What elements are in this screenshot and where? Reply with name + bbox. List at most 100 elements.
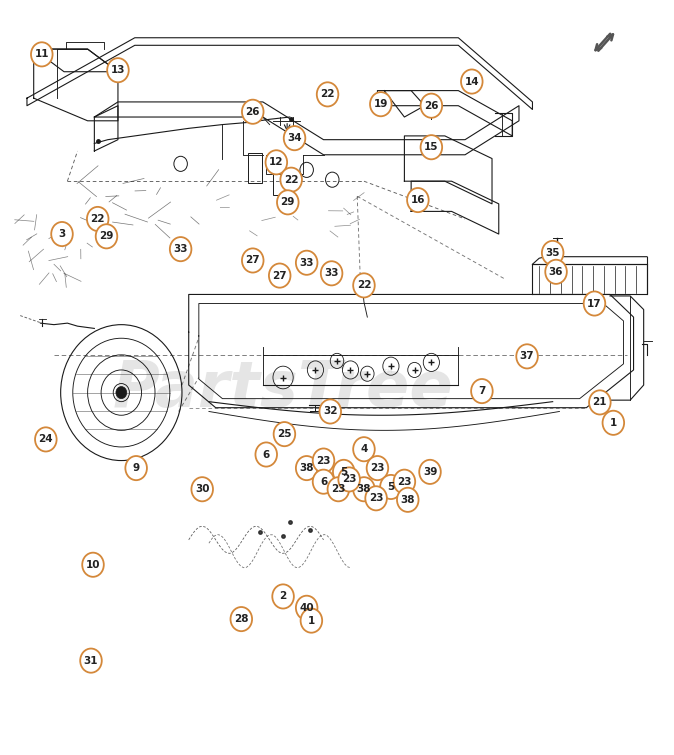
- Text: 36: 36: [549, 267, 563, 277]
- Circle shape: [319, 399, 341, 424]
- Text: 4: 4: [361, 444, 367, 455]
- Circle shape: [296, 456, 317, 480]
- Text: 17: 17: [587, 298, 602, 309]
- Circle shape: [35, 427, 57, 451]
- Circle shape: [353, 477, 375, 501]
- Circle shape: [419, 460, 441, 484]
- Circle shape: [461, 69, 483, 94]
- Text: 12: 12: [269, 157, 284, 168]
- Text: 23: 23: [316, 455, 331, 466]
- Text: 23: 23: [331, 484, 346, 495]
- Circle shape: [242, 248, 264, 273]
- Circle shape: [394, 470, 415, 494]
- Text: 14: 14: [464, 76, 479, 87]
- Text: 40: 40: [299, 602, 314, 613]
- Text: 25: 25: [277, 429, 292, 439]
- Text: 1: 1: [610, 418, 617, 428]
- Circle shape: [272, 584, 294, 609]
- Circle shape: [191, 477, 213, 501]
- Text: 33: 33: [299, 257, 314, 268]
- Text: 22: 22: [284, 174, 299, 185]
- Text: 21: 21: [592, 397, 607, 408]
- Circle shape: [407, 188, 429, 212]
- Text: 10: 10: [86, 559, 100, 570]
- Text: 9: 9: [133, 463, 140, 473]
- Text: PartsTree: PartsTree: [113, 358, 454, 420]
- Text: 7: 7: [479, 386, 485, 396]
- Text: 23: 23: [370, 463, 385, 473]
- Text: 37: 37: [520, 351, 534, 362]
- Bar: [248, 153, 262, 183]
- Circle shape: [367, 456, 388, 480]
- Circle shape: [284, 126, 305, 150]
- Circle shape: [296, 251, 317, 275]
- Circle shape: [313, 448, 334, 473]
- Circle shape: [353, 273, 375, 297]
- Circle shape: [280, 168, 302, 192]
- Text: 27: 27: [245, 255, 260, 266]
- Circle shape: [266, 150, 287, 174]
- Text: 16: 16: [410, 195, 425, 205]
- Text: 23: 23: [397, 476, 412, 487]
- Circle shape: [421, 94, 442, 118]
- Text: 19: 19: [373, 99, 388, 109]
- Circle shape: [277, 190, 299, 214]
- Circle shape: [317, 82, 338, 106]
- Text: 6: 6: [263, 449, 270, 460]
- Circle shape: [370, 92, 392, 116]
- Circle shape: [397, 488, 419, 512]
- Circle shape: [365, 486, 387, 510]
- Circle shape: [107, 58, 129, 82]
- Circle shape: [421, 135, 442, 159]
- Text: 31: 31: [84, 655, 98, 666]
- Circle shape: [380, 475, 402, 499]
- Text: 39: 39: [423, 467, 437, 477]
- Circle shape: [170, 237, 191, 261]
- Text: ™: ™: [381, 368, 394, 382]
- Circle shape: [338, 467, 360, 492]
- Text: 11: 11: [34, 49, 49, 60]
- Circle shape: [31, 42, 53, 66]
- Circle shape: [545, 260, 567, 284]
- Text: 24: 24: [38, 434, 53, 445]
- Text: 2: 2: [280, 591, 286, 602]
- Circle shape: [269, 263, 290, 288]
- Text: 30: 30: [195, 484, 210, 495]
- Circle shape: [242, 100, 264, 124]
- Text: 1: 1: [308, 615, 315, 626]
- Circle shape: [96, 224, 117, 248]
- Text: 5: 5: [340, 467, 347, 477]
- Circle shape: [87, 207, 109, 231]
- Text: 26: 26: [245, 106, 260, 117]
- Text: 22: 22: [320, 89, 335, 100]
- Text: 27: 27: [272, 270, 287, 281]
- Text: 33: 33: [324, 268, 339, 279]
- Text: 23: 23: [342, 474, 357, 485]
- Circle shape: [471, 379, 493, 403]
- Circle shape: [516, 344, 538, 368]
- Circle shape: [301, 609, 322, 633]
- Circle shape: [125, 456, 147, 480]
- Text: 33: 33: [173, 244, 188, 254]
- Text: 34: 34: [287, 133, 302, 143]
- Text: 32: 32: [323, 406, 338, 417]
- Text: 38: 38: [400, 495, 415, 505]
- Circle shape: [353, 437, 375, 461]
- Circle shape: [274, 422, 295, 446]
- Text: 35: 35: [545, 248, 560, 258]
- Circle shape: [116, 387, 127, 399]
- Text: 22: 22: [90, 214, 105, 224]
- Bar: [273, 165, 286, 195]
- Text: 23: 23: [369, 493, 384, 504]
- Text: 38: 38: [357, 484, 371, 495]
- Circle shape: [80, 649, 102, 673]
- Circle shape: [296, 596, 317, 620]
- Text: 15: 15: [424, 142, 439, 153]
- Text: 38: 38: [299, 463, 314, 473]
- Text: 5: 5: [388, 482, 394, 492]
- Text: 26: 26: [424, 100, 439, 111]
- Circle shape: [584, 291, 605, 316]
- Circle shape: [589, 390, 611, 414]
- Text: 13: 13: [111, 65, 125, 76]
- Circle shape: [328, 477, 349, 501]
